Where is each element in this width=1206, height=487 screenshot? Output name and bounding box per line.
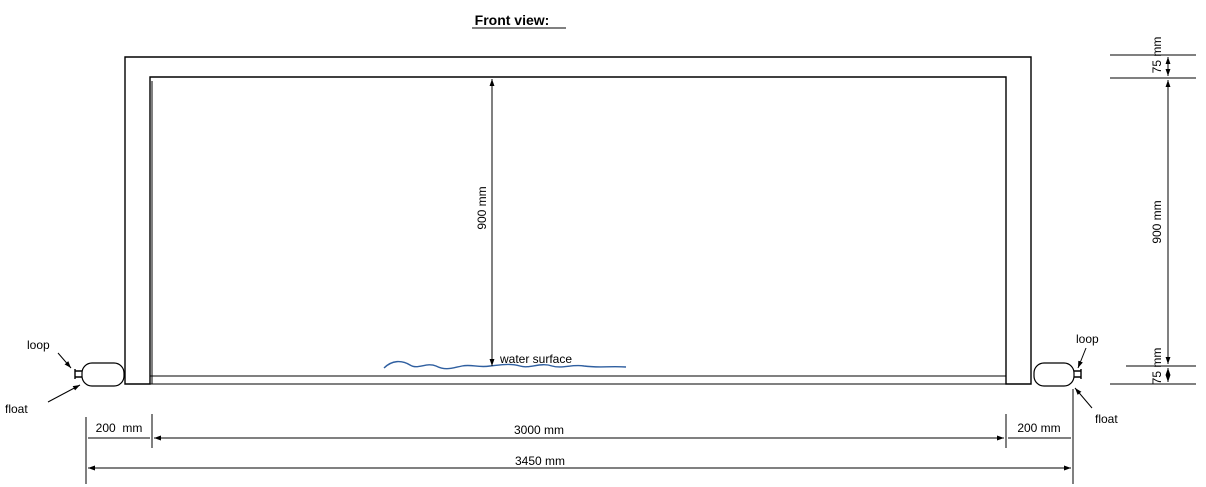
- water-surface-label: water surface: [499, 352, 572, 366]
- right-width-dimension-label: 200 mm: [1017, 421, 1060, 435]
- bottom-extension-lines: [85, 389, 1074, 484]
- loop-right: [1074, 369, 1082, 379]
- loop-right-label: loop: [1076, 332, 1099, 346]
- inner-height-label: 900 mm: [475, 186, 489, 229]
- diagram-title: Front view:: [475, 12, 550, 28]
- frame: [124, 56, 1032, 385]
- float-right-leader: [1074, 387, 1093, 409]
- water-surface-line: [383, 360, 627, 370]
- bottom-frame-bar: [150, 375, 1006, 385]
- right-dimension-chain: [1110, 54, 1196, 385]
- loop-right-leader: [1077, 347, 1087, 369]
- right-top-dimension-label: 75 mm: [1150, 37, 1164, 74]
- loop-left-leader: [57, 352, 72, 369]
- left-width-dimension-label: 200 mm: [96, 421, 143, 435]
- loop-left-label: loop: [27, 338, 50, 352]
- float-left-label: float: [5, 402, 28, 416]
- float-left: [81, 362, 125, 387]
- float-right-label: float: [1095, 412, 1118, 426]
- float-left-leader: [47, 384, 81, 403]
- right-middle-dimension-label: 900 mm: [1150, 200, 1164, 243]
- right-bottom-dimension-label: 75 mm: [1150, 348, 1164, 385]
- inner-width-dimension-label: 3000 mm: [514, 423, 564, 437]
- loop-left: [74, 369, 82, 379]
- total-width-dimension-label: 3450 mm: [515, 454, 565, 468]
- float-right: [1033, 362, 1075, 387]
